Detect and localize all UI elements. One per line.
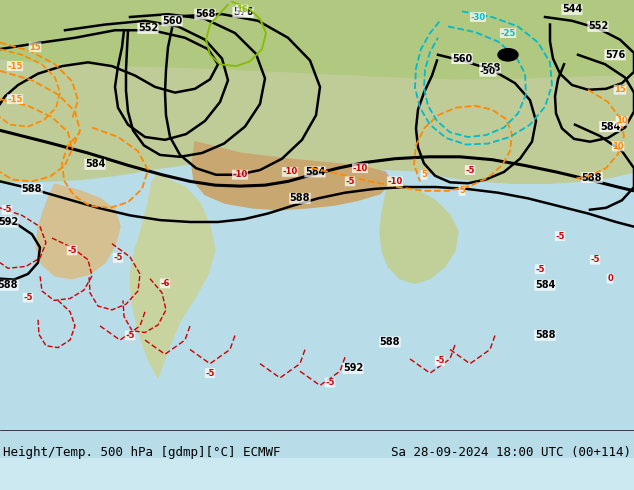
Text: -5: -5 bbox=[23, 293, 33, 302]
Text: 588: 588 bbox=[22, 184, 42, 194]
Polygon shape bbox=[510, 134, 542, 183]
Polygon shape bbox=[130, 175, 215, 378]
Text: 552: 552 bbox=[138, 24, 158, 33]
Text: 0: 0 bbox=[607, 274, 613, 283]
Polygon shape bbox=[0, 0, 634, 80]
Text: -5: -5 bbox=[113, 253, 123, 262]
Text: 16: 16 bbox=[236, 5, 248, 14]
Text: 568: 568 bbox=[480, 63, 500, 73]
Text: 588: 588 bbox=[0, 280, 18, 290]
Polygon shape bbox=[378, 90, 634, 183]
Text: -5: -5 bbox=[590, 255, 600, 264]
Text: 560: 560 bbox=[452, 53, 472, 64]
Text: -15: -15 bbox=[8, 95, 23, 104]
Text: -5: -5 bbox=[325, 378, 335, 387]
Text: -5: -5 bbox=[126, 331, 135, 340]
Text: 592: 592 bbox=[343, 364, 363, 373]
Text: -5: -5 bbox=[67, 246, 77, 255]
Text: 552: 552 bbox=[588, 22, 608, 31]
Text: 10: 10 bbox=[616, 117, 628, 125]
Text: 5: 5 bbox=[459, 186, 465, 196]
Text: 588: 588 bbox=[290, 194, 310, 203]
Text: Sa 28-09-2024 18:00 UTC (00+114): Sa 28-09-2024 18:00 UTC (00+114) bbox=[391, 446, 631, 459]
Text: 560: 560 bbox=[162, 16, 182, 26]
Text: 592: 592 bbox=[0, 217, 18, 227]
Text: -5: -5 bbox=[205, 368, 215, 378]
Text: -10: -10 bbox=[353, 164, 368, 172]
Text: 576: 576 bbox=[605, 50, 625, 60]
Text: -50: -50 bbox=[480, 67, 496, 76]
Text: 10: 10 bbox=[612, 142, 624, 151]
Text: -10: -10 bbox=[282, 168, 297, 176]
Text: -6: -6 bbox=[160, 279, 170, 288]
Text: -30: -30 bbox=[470, 13, 486, 22]
Text: 588: 588 bbox=[380, 337, 400, 347]
Text: 588: 588 bbox=[534, 330, 555, 341]
Text: -5: -5 bbox=[535, 265, 545, 274]
Polygon shape bbox=[192, 142, 392, 210]
Polygon shape bbox=[0, 60, 634, 181]
Text: 584: 584 bbox=[535, 280, 555, 290]
Ellipse shape bbox=[498, 49, 518, 61]
Polygon shape bbox=[36, 184, 120, 279]
Text: 568: 568 bbox=[195, 9, 215, 19]
Text: -5: -5 bbox=[436, 356, 444, 366]
Text: -5: -5 bbox=[555, 232, 565, 241]
Text: 584: 584 bbox=[305, 167, 325, 177]
Text: -15: -15 bbox=[8, 62, 23, 71]
Text: -10: -10 bbox=[387, 177, 403, 186]
Text: -5: -5 bbox=[465, 166, 475, 174]
Text: 588: 588 bbox=[582, 172, 602, 183]
Text: 584: 584 bbox=[85, 159, 105, 170]
Text: -5: -5 bbox=[346, 177, 355, 186]
Polygon shape bbox=[380, 179, 458, 283]
Text: 544: 544 bbox=[562, 4, 582, 14]
Text: Height/Temp. 500 hPa [gdmp][°C] ECMWF: Height/Temp. 500 hPa [gdmp][°C] ECMWF bbox=[3, 446, 280, 459]
Polygon shape bbox=[546, 115, 582, 181]
Text: -10: -10 bbox=[233, 170, 248, 179]
Text: -25: -25 bbox=[500, 28, 515, 38]
Text: 15: 15 bbox=[614, 85, 626, 94]
Text: -5: -5 bbox=[3, 205, 12, 214]
Text: 15: 15 bbox=[29, 43, 41, 52]
Text: 576: 576 bbox=[233, 7, 253, 17]
Text: 5: 5 bbox=[421, 170, 427, 179]
Text: 584: 584 bbox=[600, 122, 620, 132]
